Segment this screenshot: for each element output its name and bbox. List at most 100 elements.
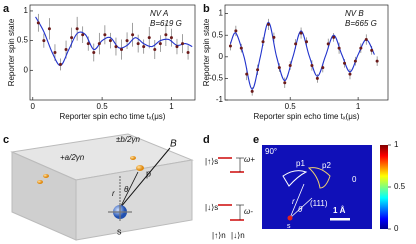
data-point xyxy=(299,31,303,35)
data-point xyxy=(228,44,232,48)
data-point xyxy=(125,39,129,43)
data-point xyxy=(343,61,347,65)
data-point xyxy=(42,39,46,43)
state-label: |↓⟩s xyxy=(205,203,218,212)
plot-frame xyxy=(224,4,389,101)
colorbar xyxy=(380,145,388,229)
x-axis-title: Reporter spin echo time tₓ(μs) xyxy=(254,112,360,121)
data-point xyxy=(64,48,68,52)
data-point xyxy=(375,59,379,63)
data-point xyxy=(321,66,325,70)
colorbar-tick-label: 0.5 xyxy=(394,182,406,191)
plot-frame xyxy=(29,4,196,101)
data-point xyxy=(305,40,308,44)
state-label: |↑⟩s xyxy=(205,157,218,166)
y-tick-label: 1 xyxy=(219,9,224,18)
data-point xyxy=(256,68,260,72)
y-axis-title: Reporter spin state xyxy=(7,18,16,86)
data-point xyxy=(153,48,157,52)
data-point xyxy=(186,51,190,54)
data-point xyxy=(97,42,101,46)
angle-label: θ xyxy=(124,185,129,194)
diamond-diagram xyxy=(10,133,194,241)
data-point xyxy=(75,27,79,31)
data-point xyxy=(310,63,314,67)
field-label: B xyxy=(170,139,177,150)
colorbar-tick-label: 0 xyxy=(394,224,399,233)
y-tick-label: 0 xyxy=(24,65,29,74)
data-point xyxy=(315,76,319,80)
x-tick-label: 0.5 xyxy=(97,102,109,111)
data-point xyxy=(158,42,162,46)
data-point xyxy=(36,21,40,25)
data-point xyxy=(70,36,74,40)
scale-label: 1 Å xyxy=(333,206,346,215)
angle-label: 90° xyxy=(265,147,277,156)
data-point xyxy=(250,89,254,93)
data-point xyxy=(92,51,96,54)
x-tick-label: 0 xyxy=(31,102,36,111)
panel-label: b xyxy=(203,3,210,15)
vector-label: r xyxy=(292,197,295,206)
splitting-markers xyxy=(236,157,244,220)
spin-label: s xyxy=(117,226,122,236)
y-tick-label: 0.5 xyxy=(212,30,224,39)
data-point xyxy=(142,45,146,49)
data-point xyxy=(175,45,179,49)
spin-label: p1 xyxy=(296,159,305,168)
coupling-label: ±b/2γn xyxy=(116,135,141,144)
data-point xyxy=(103,33,107,37)
data-point xyxy=(86,42,90,46)
data-point xyxy=(364,38,368,42)
vector xyxy=(289,183,305,219)
x-tick-label: 0.5 xyxy=(285,102,297,111)
angle-label: 0 xyxy=(352,175,357,184)
panel-label: e xyxy=(253,134,259,146)
data-point xyxy=(337,46,341,50)
data-point xyxy=(59,62,63,66)
data-point xyxy=(266,22,270,26)
y-tick-label: -1 xyxy=(216,95,224,104)
colorbar-tick-label: 1 xyxy=(394,140,399,149)
data-point xyxy=(181,42,185,46)
y-tick-label: 0 xyxy=(219,52,224,61)
data-point xyxy=(245,72,249,76)
probability-map xyxy=(262,145,372,229)
panel-label: d xyxy=(203,134,210,146)
data-point xyxy=(131,33,135,37)
data-point xyxy=(147,36,151,40)
data-point xyxy=(370,48,374,52)
data-point xyxy=(47,27,51,31)
data-point xyxy=(294,42,298,46)
state-label: |↓⟩n xyxy=(231,231,245,240)
data-point xyxy=(108,39,112,43)
energy-levels xyxy=(218,157,244,221)
spin-label: s xyxy=(287,223,291,230)
nv-center xyxy=(287,215,293,221)
data-point xyxy=(283,81,287,85)
data-point xyxy=(81,33,85,37)
angle-label: θ xyxy=(298,205,303,214)
data-point xyxy=(239,46,243,50)
data-point xyxy=(234,29,238,33)
data-point xyxy=(272,35,276,39)
x-axis-title: Reporter spin echo time tₓ(μs) xyxy=(60,112,166,121)
data-point xyxy=(120,48,124,52)
data-point xyxy=(136,42,140,46)
annotation: NV A xyxy=(150,9,168,18)
fit-line xyxy=(229,21,375,90)
data-point xyxy=(359,46,363,50)
data-point xyxy=(353,59,357,63)
data-point xyxy=(332,35,336,39)
data-point xyxy=(53,51,57,54)
data-point xyxy=(164,33,168,37)
panel-label: a xyxy=(3,3,10,15)
probability-contours xyxy=(282,167,331,189)
y-tick-label: -0.5 xyxy=(209,74,223,83)
data-point xyxy=(288,63,292,67)
data-point xyxy=(169,36,173,40)
data-point xyxy=(261,40,265,44)
data-point xyxy=(114,45,118,49)
coupling-label: +a/2γn xyxy=(60,153,85,162)
